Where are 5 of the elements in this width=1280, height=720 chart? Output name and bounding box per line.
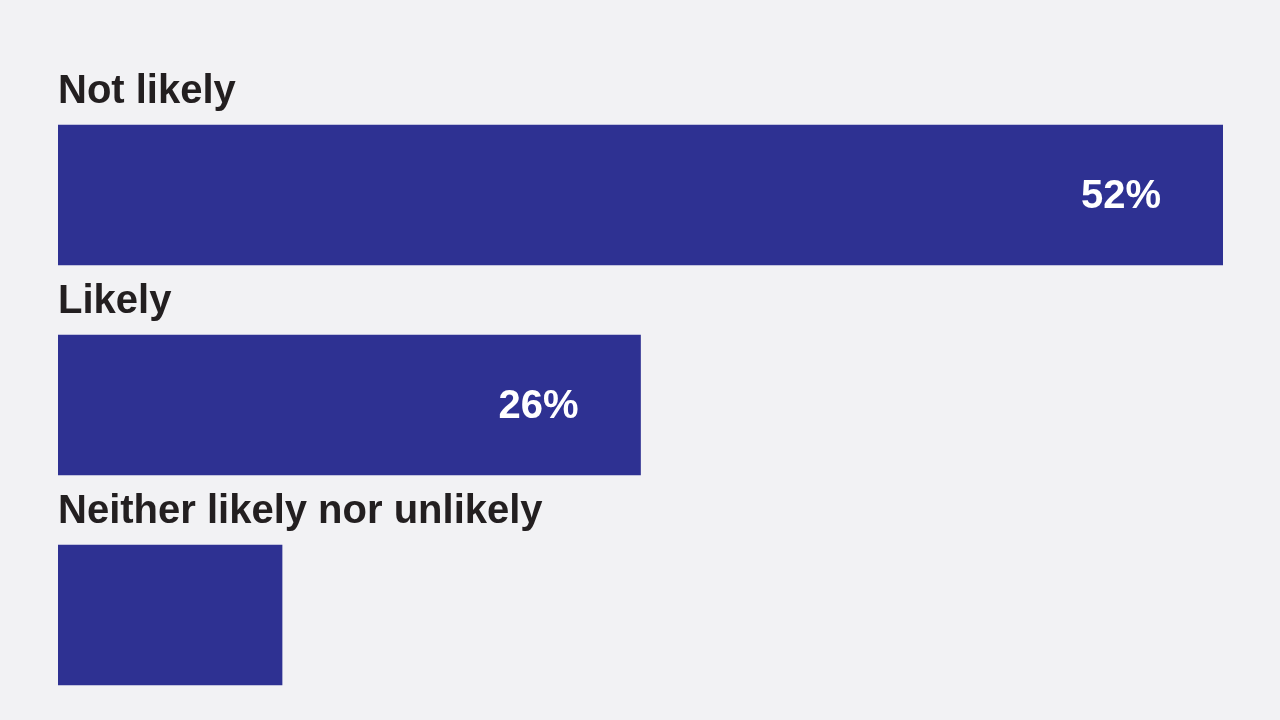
y-tick-label: Not likely	[58, 67, 237, 111]
data-label: 52%	[1080, 172, 1161, 217]
y-tick-label: Neither likely nor unlikely	[58, 487, 544, 531]
y-tick-label: Likely	[58, 277, 173, 321]
data-label: 26%	[498, 382, 579, 427]
